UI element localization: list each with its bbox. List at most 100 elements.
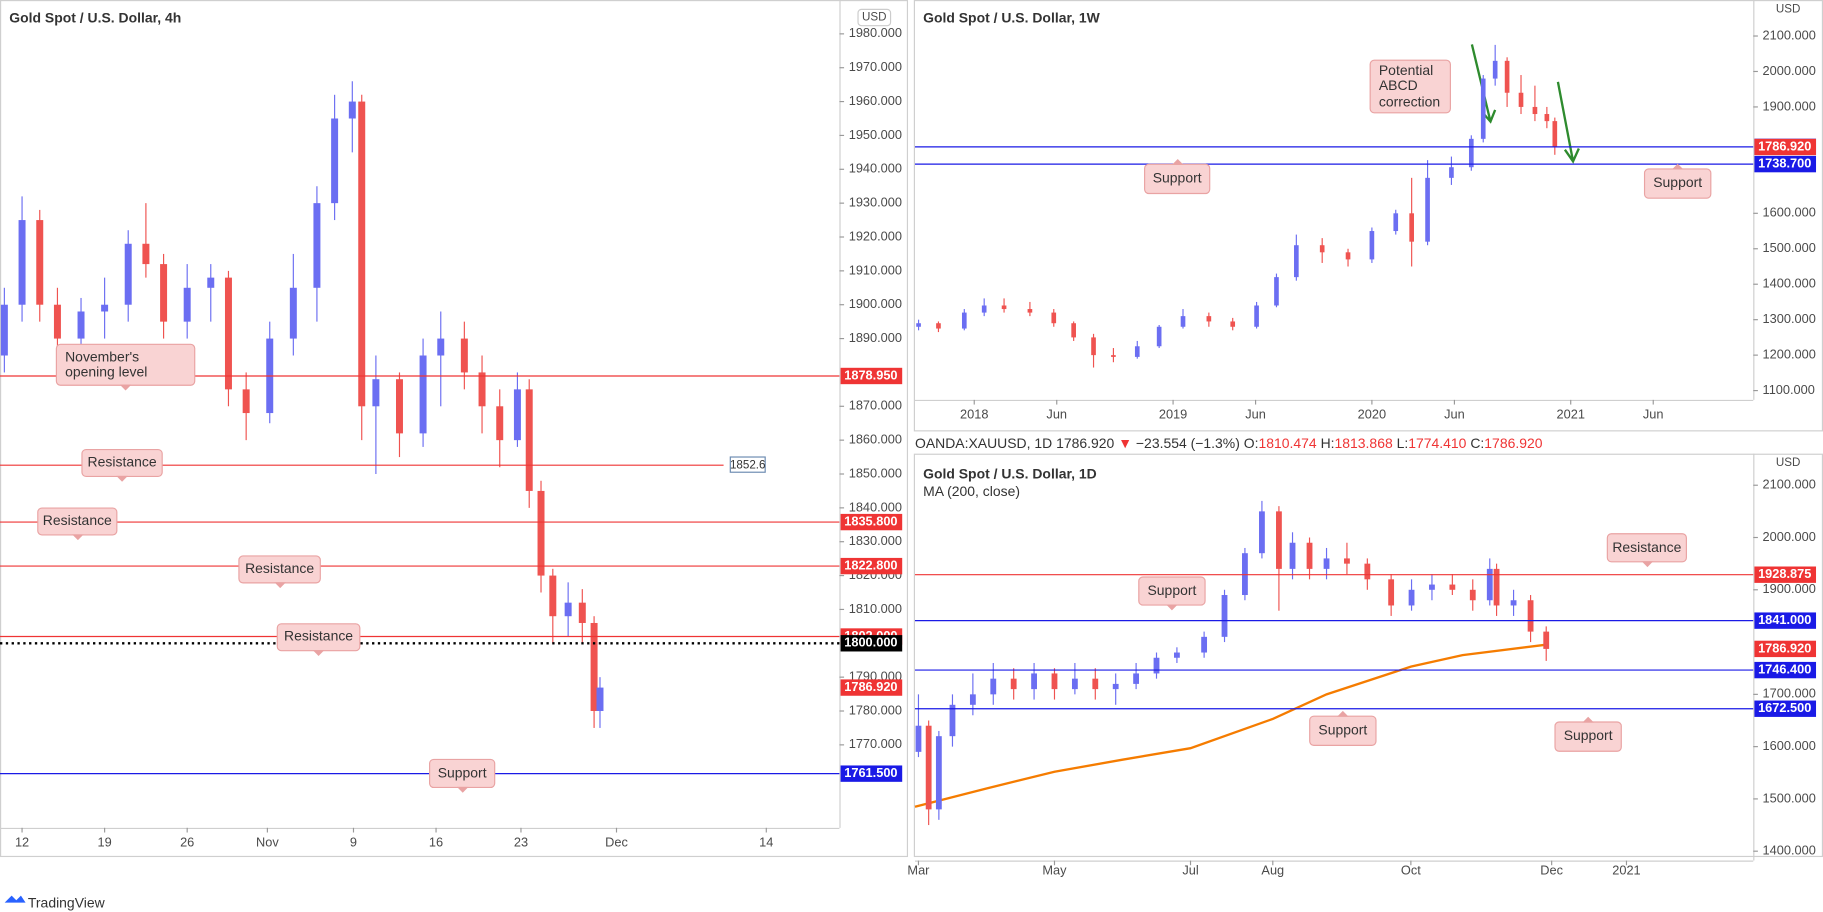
candle-body [1010,678,1017,690]
y-tick-label: 1970.000 [849,59,902,74]
candle-body [1206,316,1212,322]
x-tick-label: Jun [1245,406,1266,421]
candle-body [990,678,997,695]
price-tag-label: 1841.000 [1758,612,1811,627]
x-tick-label: 23 [514,834,528,849]
price-tag [1754,566,1817,583]
price-tag [1754,700,1817,717]
change: −23.554 (−1.3%) [1135,434,1240,452]
candle-body [1259,511,1265,554]
candle-body [1345,252,1351,260]
x-tick-label: 9 [350,834,357,849]
x-tick-label: 2020 [1358,406,1386,421]
candle-body [358,101,366,407]
candle-body [419,355,427,434]
candle-body [101,304,109,312]
x-tick-label: Nov [256,834,279,849]
x-tick-label: 19 [98,834,112,849]
brand: TradingView [27,894,105,911]
candle-body [0,304,8,356]
annotation: Resistance [276,623,361,656]
candle-body [1230,321,1236,327]
candle-body [1468,138,1474,168]
candle-body [925,725,932,810]
x-tick-label: 2021 [1612,862,1640,877]
y-tick-label: 1890.000 [849,330,902,345]
candle-body [496,406,504,441]
candle-body [1388,579,1395,606]
candle-body [1486,568,1493,601]
candle-body [395,379,403,434]
x-tick-label: Mar [907,862,930,877]
candle-body [372,379,380,407]
candle-body [915,725,922,752]
candle-body [564,602,572,617]
y-tick-label: 2100.000 [1763,477,1816,492]
currency-label: USD [1776,456,1801,469]
field-value: 1786.920 [1484,434,1543,452]
change-arrow: ▼ [1118,434,1133,452]
price-tag [840,679,903,696]
y-tick-label: 1600.000 [1763,738,1816,753]
candle-body [207,277,215,288]
candle-body [1001,305,1007,310]
x-tick-label: 14 [759,834,773,849]
annotation: Resistance [81,448,163,482]
candle-body [437,338,445,356]
candle-body [1493,568,1500,606]
x-tick-label: Dec [605,834,628,849]
price-tag-label: 1928.875 [1758,566,1811,581]
currency-box [857,8,892,27]
currency-label: USD [1776,2,1801,15]
candle-body [1221,595,1228,637]
candle-body [1364,563,1371,580]
candle-body [935,736,942,810]
x-tick-label: Dec [1540,862,1563,877]
price-tag [1754,640,1817,658]
x-tick-label: Jun [1046,406,1067,421]
candle-body [1201,636,1208,653]
y-tick-label: 1200.000 [1763,346,1816,361]
y-tick-label: 1400.000 [1763,276,1816,291]
candle-body [596,687,604,712]
candle-body [578,602,586,623]
y-tick-label: 1500.000 [1763,790,1816,805]
field-label: L: [1396,434,1409,452]
candle-body [549,575,557,617]
candle-body [1254,305,1259,327]
candle-body [1133,673,1140,684]
candle-body [1276,511,1282,569]
price-tag [1754,612,1817,629]
candle-body [460,338,468,373]
y-tick-label: 1100.000 [1763,382,1815,397]
candle-body [1051,673,1058,690]
candle-body [1051,312,1057,324]
y-tick-label: 1870.000 [849,398,902,413]
candle-body [1071,323,1076,338]
x-tick-label: 2018 [960,406,988,421]
price-tag-label: 1786.920 [1758,640,1811,655]
x-tick-label: Oct [1401,862,1421,877]
annotation: Resistance [238,555,321,589]
price-tag-label: 1786.920 [844,679,897,694]
candle-body [1319,245,1325,253]
candle-body [1031,673,1037,690]
price-tag [1754,138,1817,156]
candle-body [961,312,967,329]
y-tick-label: 2000.000 [1763,529,1816,544]
price-tag-label: 1738.700 [1758,155,1811,170]
candle-body [1180,316,1186,327]
y-tick-label: 2100.000 [1763,27,1816,42]
last-price: 1786.920 [1056,434,1115,452]
arrow [1470,44,1580,164]
price-tag-label: 1822.800 [844,557,897,572]
price-tag-label: 1761.500 [844,765,897,780]
price-tag [840,635,903,652]
annotation: Potential ABCD correction [1369,59,1451,114]
field-label: C: [1470,434,1485,452]
candle-body [590,622,598,712]
field-value: 1774.410 [1408,434,1467,452]
candle-body [1294,245,1299,278]
